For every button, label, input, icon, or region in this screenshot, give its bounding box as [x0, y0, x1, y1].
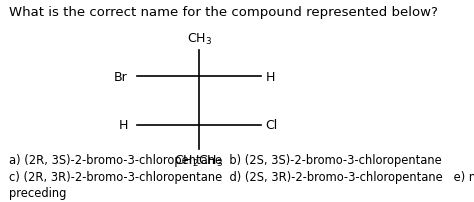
Text: H: H	[265, 70, 275, 83]
Text: CH$_2$CH$_3$: CH$_2$CH$_3$	[174, 154, 224, 168]
Text: preceding: preceding	[9, 186, 67, 199]
Text: a) (2R, 3S)-2-bromo-3-chloropentane  b) (2S, 3S)-2-bromo-3-chloropentane: a) (2R, 3S)-2-bromo-3-chloropentane b) (…	[9, 154, 442, 167]
Text: CH$_3$: CH$_3$	[186, 32, 212, 46]
Text: Cl: Cl	[265, 119, 278, 132]
Text: What is the correct name for the compound represented below?: What is the correct name for the compoun…	[9, 6, 438, 19]
Text: H: H	[118, 119, 128, 132]
Text: Br: Br	[114, 70, 128, 83]
Text: c) (2R, 3R)-2-bromo-3-chloropentane  d) (2S, 3R)-2-bromo-3-chloropentane   e) no: c) (2R, 3R)-2-bromo-3-chloropentane d) (…	[9, 170, 474, 183]
